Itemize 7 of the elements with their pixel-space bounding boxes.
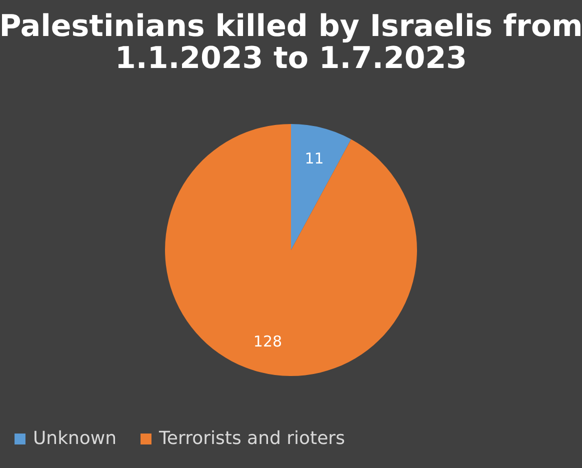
legend-label: Unknown (33, 428, 117, 449)
data-label: 11 (304, 149, 324, 168)
chart-title: Palestinians killed by Israelis from 1.1.2023 to 1.7.2023 (0, 9, 582, 76)
legend-label: Terrorists and rioters (158, 428, 345, 449)
pie-slice (165, 124, 417, 376)
data-label: 128 (253, 332, 282, 351)
pie-slice (291, 124, 352, 250)
